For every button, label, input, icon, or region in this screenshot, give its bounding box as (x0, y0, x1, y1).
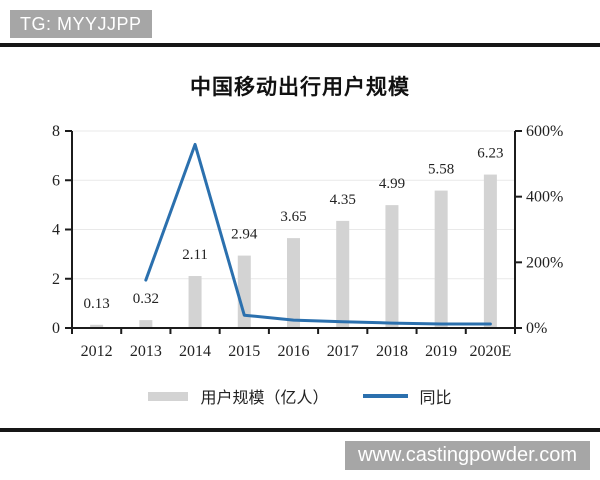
svg-text:2012: 2012 (81, 343, 113, 360)
telegram-badge: TG: MYYJJPP (10, 10, 152, 38)
svg-text:4: 4 (52, 222, 60, 239)
svg-text:2019: 2019 (425, 343, 457, 360)
top-divider (0, 43, 600, 47)
svg-text:6: 6 (52, 172, 60, 189)
watermark-badge: www.castingpowder.com (345, 441, 590, 470)
legend-label-yoy: 同比 (419, 390, 452, 407)
svg-text:2015: 2015 (228, 343, 260, 360)
chart-legend: 用户规模（亿人） 同比 (0, 384, 600, 408)
svg-text:2: 2 (52, 271, 60, 288)
svg-text:2014: 2014 (179, 343, 211, 360)
legend-label-users: 用户规模（亿人） (200, 390, 329, 407)
svg-text:2017: 2017 (327, 343, 359, 360)
svg-text:8: 8 (52, 123, 60, 140)
combo-chart: 0.13 0.32 2.11 2.94 3.65 4.35 4.99 5.58 6.23 0 2 4 6… (52, 123, 563, 360)
svg-text:2020E: 2020E (469, 343, 511, 360)
svg-text:400%: 400% (526, 189, 563, 206)
legend-item-yoy: 同比 (362, 384, 452, 408)
svg-text:2018: 2018 (376, 343, 408, 360)
svg-text:200%: 200% (526, 254, 563, 271)
line-series-swatch (362, 394, 408, 398)
svg-text:0.32: 0.32 (133, 291, 159, 307)
svg-text:4.35: 4.35 (330, 192, 356, 208)
svg-text:2.94: 2.94 (231, 227, 258, 243)
svg-text:600%: 600% (526, 123, 563, 140)
svg-text:0.13: 0.13 (83, 296, 109, 312)
svg-text:4.99: 4.99 (379, 176, 405, 192)
svg-text:0%: 0% (526, 320, 547, 337)
bar-series-swatch (148, 391, 189, 401)
svg-text:2013: 2013 (130, 343, 162, 360)
svg-text:2016: 2016 (278, 343, 310, 360)
chart-title: 中国移动出行用户规模 (190, 76, 410, 99)
svg-text:2.11: 2.11 (182, 247, 208, 263)
svg-text:6.23: 6.23 (477, 146, 503, 162)
legend-item-users: 用户规模（亿人） (148, 384, 329, 408)
bottom-divider (0, 428, 600, 432)
svg-text:3.65: 3.65 (280, 209, 306, 225)
svg-text:0: 0 (52, 320, 60, 337)
svg-text:5.58: 5.58 (428, 162, 454, 178)
